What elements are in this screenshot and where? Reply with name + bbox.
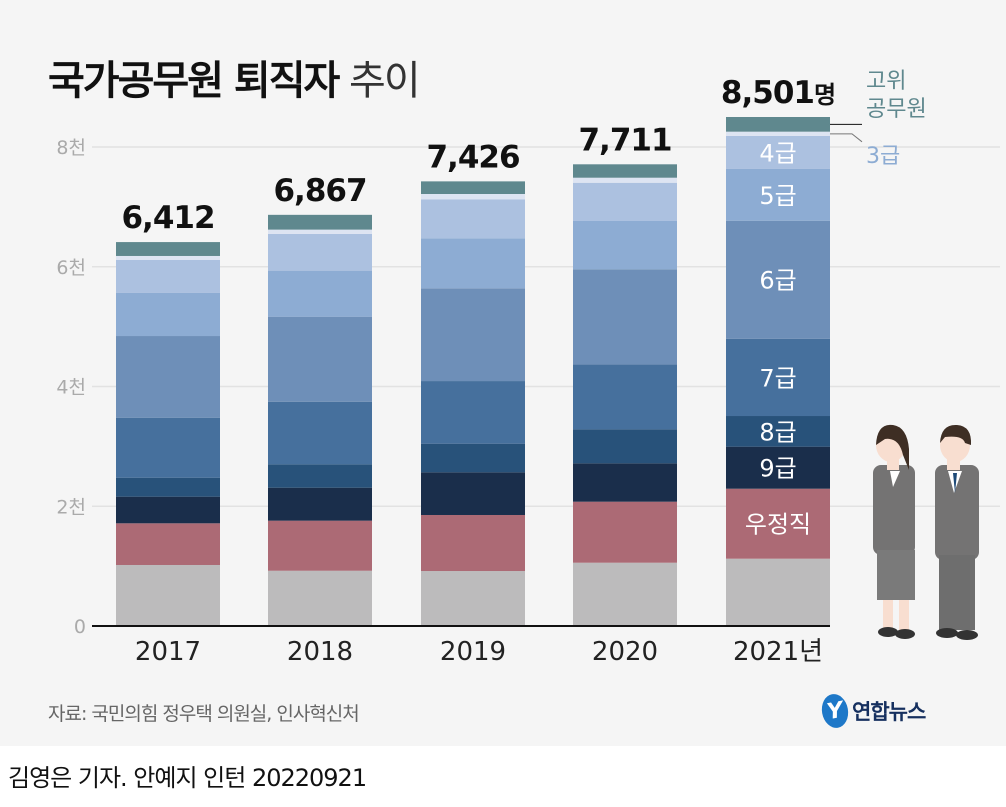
- x-tick-label: 2020: [592, 637, 658, 667]
- bar-segment: [421, 181, 525, 195]
- bar-segment: [421, 199, 525, 239]
- y-tick-label: 2천: [56, 496, 86, 518]
- bar-segment: [726, 338, 830, 417]
- bar-segment: [573, 164, 677, 178]
- segment-label: 4급: [759, 139, 796, 167]
- bar-segment: [116, 564, 220, 626]
- total-label: 8,501명: [721, 75, 835, 111]
- y-tick-label: 8천: [56, 137, 86, 159]
- bar-segment: [573, 177, 677, 183]
- source-note: 자료: 국민의힘 정우택 의원실, 인사혁신처: [48, 703, 360, 725]
- yonhap-logo: Y 연합뉴스: [819, 692, 926, 730]
- office-workers-illustration: [873, 424, 979, 640]
- bar-segment: [116, 523, 220, 565]
- legend-label-grade3: 3급: [866, 144, 900, 169]
- bar-segment: [726, 168, 830, 221]
- chart-title: 국가공무원 퇴직자 추이: [48, 48, 421, 106]
- bar-segment: [573, 429, 677, 464]
- bar-segment: [726, 488, 830, 559]
- bar-segment: [116, 336, 220, 418]
- bar-segment: [573, 501, 677, 563]
- y-tick-label: 4천: [56, 377, 86, 399]
- bar-segment: [573, 182, 677, 222]
- leader-line: [830, 133, 863, 143]
- stacked-bar-chart: 0 2천 4천 6천 8천 2017 6,412 2018 6,867 2019 7,426 2020…: [56, 69, 1000, 667]
- bar-segment: [116, 242, 220, 256]
- bar-segment: [421, 194, 525, 200]
- bar-segment: [116, 477, 220, 497]
- bar-segment: [726, 416, 830, 447]
- x-tick-label: 2017: [135, 637, 201, 667]
- bar-segment: [116, 417, 220, 478]
- y-tick-label: 6천: [56, 257, 86, 279]
- segment-label: 9급: [759, 455, 796, 483]
- bar-segment: [421, 381, 525, 444]
- x-tick-label: 2018: [287, 637, 353, 667]
- bar-segment: [268, 520, 372, 571]
- segment-label: 7급: [759, 364, 796, 392]
- male-worker-icon: [935, 424, 979, 640]
- bar-segment: [573, 463, 677, 502]
- bar-segment: [726, 135, 830, 169]
- bar-segment: [268, 233, 372, 271]
- title-regular: 추이: [349, 58, 421, 104]
- bar-segment: [268, 316, 372, 402]
- bar-segment: [421, 472, 525, 515]
- segment-label: 6급: [759, 267, 796, 295]
- bar-segment: [726, 117, 830, 132]
- bar-segment: [421, 288, 525, 382]
- bar-segment: [573, 221, 677, 270]
- total-label: 7,711: [578, 122, 671, 158]
- segment-label: 5급: [759, 182, 796, 210]
- legend-label-senior-official: 고위 공무원: [866, 69, 927, 122]
- total-label: 6,412: [121, 200, 214, 236]
- bar-segment: [268, 570, 372, 626]
- x-tick-label: 2019: [440, 637, 506, 667]
- bar-segment: [268, 270, 372, 317]
- logo-text: 연합뉴스: [852, 700, 926, 724]
- credit-line: 김영은 기자. 안예지 인턴 20220921: [8, 764, 367, 792]
- bar-segment: [268, 401, 372, 465]
- segment-label: 8급: [759, 418, 796, 446]
- bar-segment: [421, 571, 525, 626]
- bar-segment: [421, 514, 525, 572]
- bar-segment: [268, 487, 372, 521]
- y-tick-label: 0: [74, 616, 86, 638]
- bar-segment: [573, 364, 677, 430]
- bar-segment: [116, 259, 220, 293]
- bar-segment: [726, 558, 830, 626]
- segment-label: 우정직: [745, 511, 811, 539]
- bar-segment: [573, 562, 677, 626]
- bar-segment: [116, 255, 220, 260]
- bar-segment: [268, 464, 372, 488]
- bar-segment: [726, 131, 830, 136]
- total-label: 7,426: [426, 139, 519, 175]
- bar-segment: [116, 292, 220, 337]
- bar-segment: [421, 443, 525, 473]
- bar-segment: [421, 238, 525, 289]
- bar-segment: [268, 229, 372, 234]
- x-tick-label: 2021년: [733, 637, 823, 667]
- total-label: 6,867: [273, 173, 366, 209]
- bar-segment: [116, 496, 220, 524]
- bar-segment: [573, 269, 677, 365]
- title-bold: 국가공무원 퇴직자: [48, 58, 340, 104]
- bar-segment: [726, 220, 830, 339]
- yonhap-logo-icon: Y: [819, 692, 851, 730]
- female-worker-icon: [873, 424, 915, 639]
- bar-segment: [726, 446, 830, 489]
- bar-segment: [268, 214, 372, 230]
